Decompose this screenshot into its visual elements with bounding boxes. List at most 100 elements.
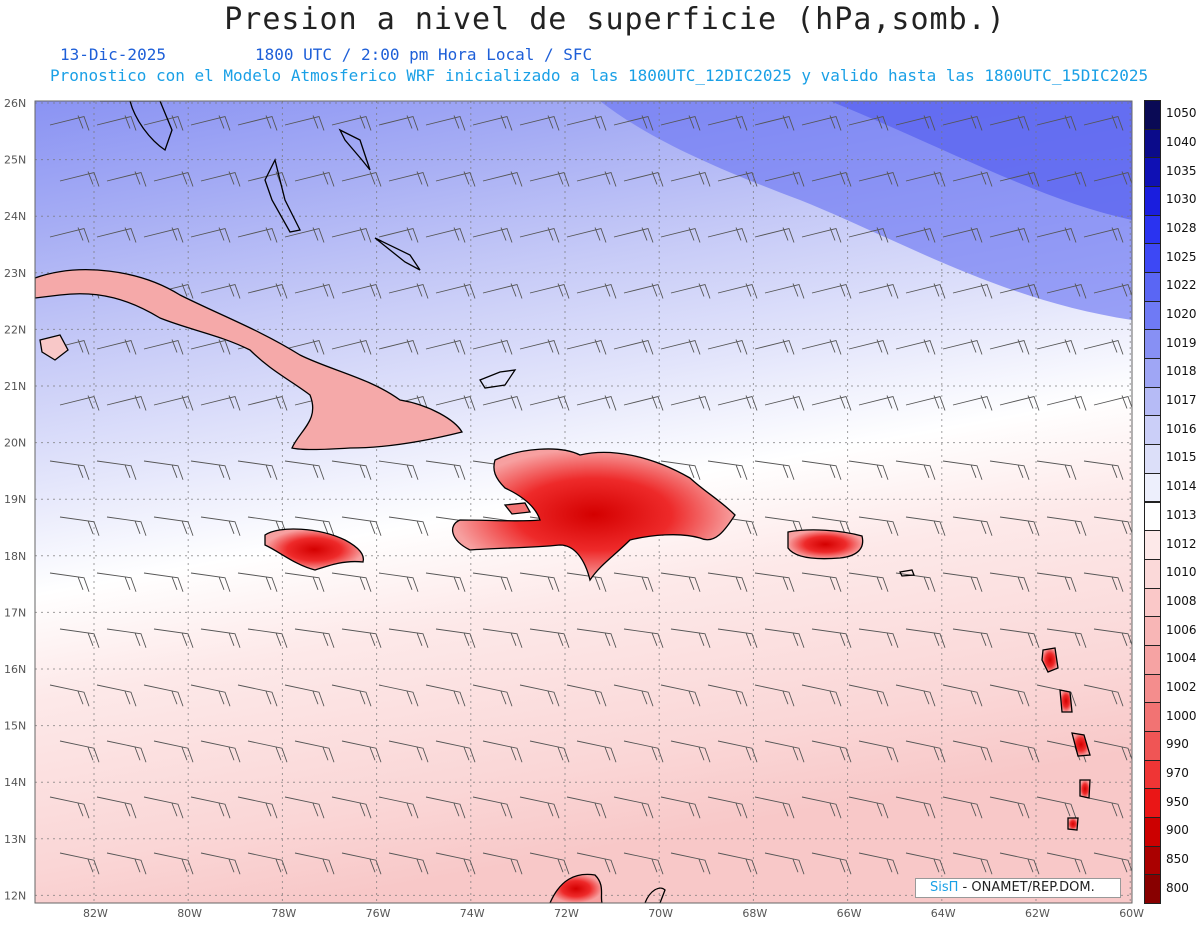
wind-barb <box>425 115 466 131</box>
dominica <box>1059 689 1073 713</box>
wind-barb <box>764 171 805 187</box>
wind-barb <box>435 852 476 875</box>
wind-barb <box>472 115 513 131</box>
wind-barb <box>341 852 382 875</box>
wind-barb <box>660 339 701 355</box>
wind-barb <box>942 572 983 592</box>
wind-barb <box>378 460 419 480</box>
wind-barb <box>96 115 137 131</box>
legend-label: 1050 <box>1166 106 1197 121</box>
wind-barb <box>247 395 288 411</box>
wind-barb <box>1093 283 1132 298</box>
wind-barb <box>613 796 654 819</box>
wind-barb <box>754 796 795 819</box>
wind-barb <box>754 684 795 707</box>
wind-barb <box>1093 395 1132 410</box>
wind-barb <box>566 227 607 243</box>
wind-barb <box>952 516 993 536</box>
wind-barb <box>378 684 419 707</box>
wind-barb <box>858 628 899 648</box>
wind-barb <box>764 852 805 875</box>
lat-label: 15N <box>4 720 26 733</box>
wind-barb <box>153 395 194 411</box>
legend-label: 1035 <box>1166 163 1197 178</box>
wind-barb <box>425 572 466 592</box>
wind-barb <box>200 516 241 536</box>
bahamas-eleuthera <box>338 128 371 171</box>
legend-swatch <box>1144 730 1161 761</box>
wind-barb <box>905 852 946 875</box>
wind-barb <box>858 395 899 411</box>
wind-barb <box>764 740 805 763</box>
wind-barb <box>576 283 617 299</box>
wind-barb <box>237 115 278 131</box>
wind-barb <box>1084 909 1123 927</box>
wind-barb <box>49 460 90 480</box>
lat-lon-grid <box>35 101 1132 903</box>
wind-barb <box>566 684 607 707</box>
wind-barb <box>717 283 758 299</box>
wind-barb <box>1083 796 1124 819</box>
wind-barb <box>999 171 1040 187</box>
legend-swatch <box>1144 788 1161 818</box>
florida <box>100 101 173 152</box>
jamaica <box>264 528 365 571</box>
legend-label: 1006 <box>1166 622 1197 637</box>
wind-barb <box>96 227 137 243</box>
wind-barb <box>294 740 335 763</box>
wind-barb <box>801 796 842 819</box>
legend-swatch <box>1144 157 1161 188</box>
bahamas-inagua <box>479 369 517 389</box>
wind-barb <box>331 572 372 592</box>
wind-barb <box>284 684 325 707</box>
credit-box: SisΠ - ONAMET/REP.DOM. <box>915 878 1121 898</box>
wind-barb <box>435 395 476 411</box>
legend-label: 1020 <box>1166 307 1197 322</box>
wind-barb <box>519 339 560 355</box>
wind-barb <box>388 516 429 536</box>
wind-barb <box>425 684 466 707</box>
wind-barb <box>200 171 241 187</box>
wind-barb <box>811 283 852 299</box>
virgin-islands <box>899 569 915 577</box>
wind-barb <box>435 740 476 763</box>
wind-barb <box>708 909 747 927</box>
wind-barb <box>660 796 701 819</box>
wind-barb <box>1046 852 1087 875</box>
cuba <box>35 269 463 451</box>
wind-barb <box>153 628 194 648</box>
wind-barb <box>106 516 147 536</box>
legend-label: 1017 <box>1166 393 1197 408</box>
wind-barb <box>989 796 1030 819</box>
wind-barb <box>96 572 137 592</box>
wind-barb <box>905 171 946 187</box>
wind-barb <box>482 628 523 648</box>
wind-barb <box>519 684 560 707</box>
pressure-legend: 1050 1040 1035 1030 1028 1025 1022 1020 1019 1018… <box>1144 100 1197 904</box>
wind-barb <box>331 460 372 480</box>
wind-barb <box>811 171 852 187</box>
wind-barbs <box>49 115 1132 927</box>
wind-barb <box>858 171 899 187</box>
lat-label: 16N <box>4 663 26 676</box>
wind-barb <box>106 395 147 411</box>
isla-juventud <box>39 334 69 361</box>
legend-swatch <box>1144 845 1161 876</box>
legend-swatch <box>1144 329 1161 360</box>
lon-label: 66W <box>837 907 862 920</box>
legend-swatch <box>1144 444 1161 474</box>
wind-barb <box>529 283 570 299</box>
credit-org: - ONAMET/REP.DOM. <box>958 880 1095 895</box>
wind-barb <box>294 283 335 299</box>
wind-barb <box>1036 572 1077 592</box>
wind-barb <box>190 460 231 480</box>
lat-label: 22N <box>4 323 26 336</box>
wind-barb <box>519 115 560 131</box>
venezuela-coast <box>549 873 603 903</box>
wind-barb <box>989 115 1030 131</box>
martinique <box>1071 732 1091 757</box>
wind-barb <box>529 628 570 648</box>
wind-barb <box>96 796 137 819</box>
wind-barb <box>378 115 419 131</box>
legend-label: 1015 <box>1166 450 1197 465</box>
